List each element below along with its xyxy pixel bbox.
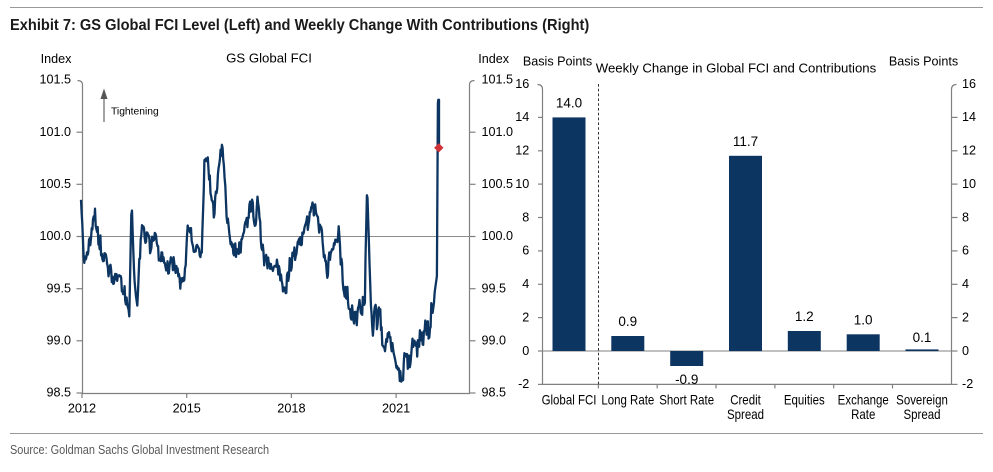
svg-text:14: 14 (515, 110, 529, 124)
svg-text:Spread: Spread (727, 406, 764, 422)
svg-text:99.0: 99.0 (482, 333, 507, 347)
svg-text:14: 14 (962, 110, 976, 124)
svg-text:101.0: 101.0 (482, 125, 514, 139)
svg-text:-0.9: -0.9 (675, 372, 698, 387)
svg-text:2015: 2015 (173, 401, 201, 415)
svg-text:1.2: 1.2 (795, 309, 814, 324)
svg-text:101.5: 101.5 (482, 73, 514, 87)
svg-text:0: 0 (962, 344, 969, 358)
svg-text:16: 16 (515, 77, 529, 91)
svg-text:Tightening: Tightening (111, 107, 159, 118)
svg-text:GS Global FCI: GS Global FCI (226, 50, 312, 65)
svg-text:0.1: 0.1 (913, 330, 932, 345)
svg-text:0: 0 (522, 344, 529, 358)
svg-text:99.5: 99.5 (482, 281, 507, 295)
svg-text:12: 12 (515, 144, 529, 158)
svg-text:12: 12 (962, 144, 976, 158)
svg-text:Exhibit 7: GS Global FCI Level: Exhibit 7: GS Global FCI Level (Left) an… (10, 16, 589, 34)
svg-text:Basis Points: Basis Points (889, 54, 958, 68)
svg-text:Weekly Change in Global FCI an: Weekly Change in Global FCI and Contribu… (596, 61, 877, 76)
svg-text:-2: -2 (518, 377, 529, 391)
svg-text:4: 4 (962, 277, 969, 291)
svg-text:98.5: 98.5 (46, 386, 71, 400)
svg-text:100.0: 100.0 (482, 229, 514, 243)
svg-text:Basis Points: Basis Points (523, 54, 592, 68)
svg-text:2: 2 (522, 310, 529, 324)
svg-text:8: 8 (522, 210, 529, 224)
svg-text:11.7: 11.7 (733, 134, 758, 149)
svg-text:Source: Goldman Sachs Global I: Source: Goldman Sachs Global Investment … (10, 442, 269, 457)
svg-text:2018: 2018 (277, 401, 305, 415)
svg-text:2021: 2021 (382, 401, 410, 415)
svg-text:100.0: 100.0 (39, 229, 71, 243)
svg-text:4: 4 (522, 277, 529, 291)
svg-text:Spread: Spread (903, 406, 940, 422)
svg-text:2012: 2012 (68, 401, 96, 415)
svg-text:8: 8 (962, 210, 969, 224)
svg-text:Long Rate: Long Rate (601, 391, 654, 407)
svg-text:101.0: 101.0 (39, 125, 71, 139)
svg-text:100.5: 100.5 (482, 177, 514, 191)
svg-text:14.0: 14.0 (556, 95, 582, 110)
svg-text:-2: -2 (962, 377, 973, 391)
svg-text:Credit: Credit (730, 391, 761, 407)
svg-text:6: 6 (522, 244, 529, 258)
svg-text:Equities: Equities (784, 391, 825, 407)
svg-text:1.0: 1.0 (854, 312, 873, 327)
svg-text:Exchange: Exchange (838, 391, 889, 407)
svg-text:100.5: 100.5 (39, 177, 71, 191)
svg-text:98.5: 98.5 (482, 386, 507, 400)
svg-text:Rate: Rate (851, 406, 875, 422)
svg-text:2: 2 (962, 310, 969, 324)
svg-text:10: 10 (515, 177, 529, 191)
svg-text:Index: Index (41, 52, 73, 66)
svg-text:101.5: 101.5 (39, 73, 71, 87)
svg-text:0.9: 0.9 (618, 314, 637, 329)
svg-text:99.0: 99.0 (46, 333, 71, 347)
svg-text:Global FCI: Global FCI (542, 391, 597, 407)
svg-text:99.5: 99.5 (46, 281, 71, 295)
svg-text:Index: Index (478, 52, 510, 66)
svg-text:6: 6 (962, 244, 969, 258)
svg-text:10: 10 (962, 177, 976, 191)
svg-text:Short Rate: Short Rate (659, 391, 714, 407)
svg-text:Sovereign: Sovereign (896, 391, 948, 407)
svg-text:16: 16 (962, 77, 976, 91)
